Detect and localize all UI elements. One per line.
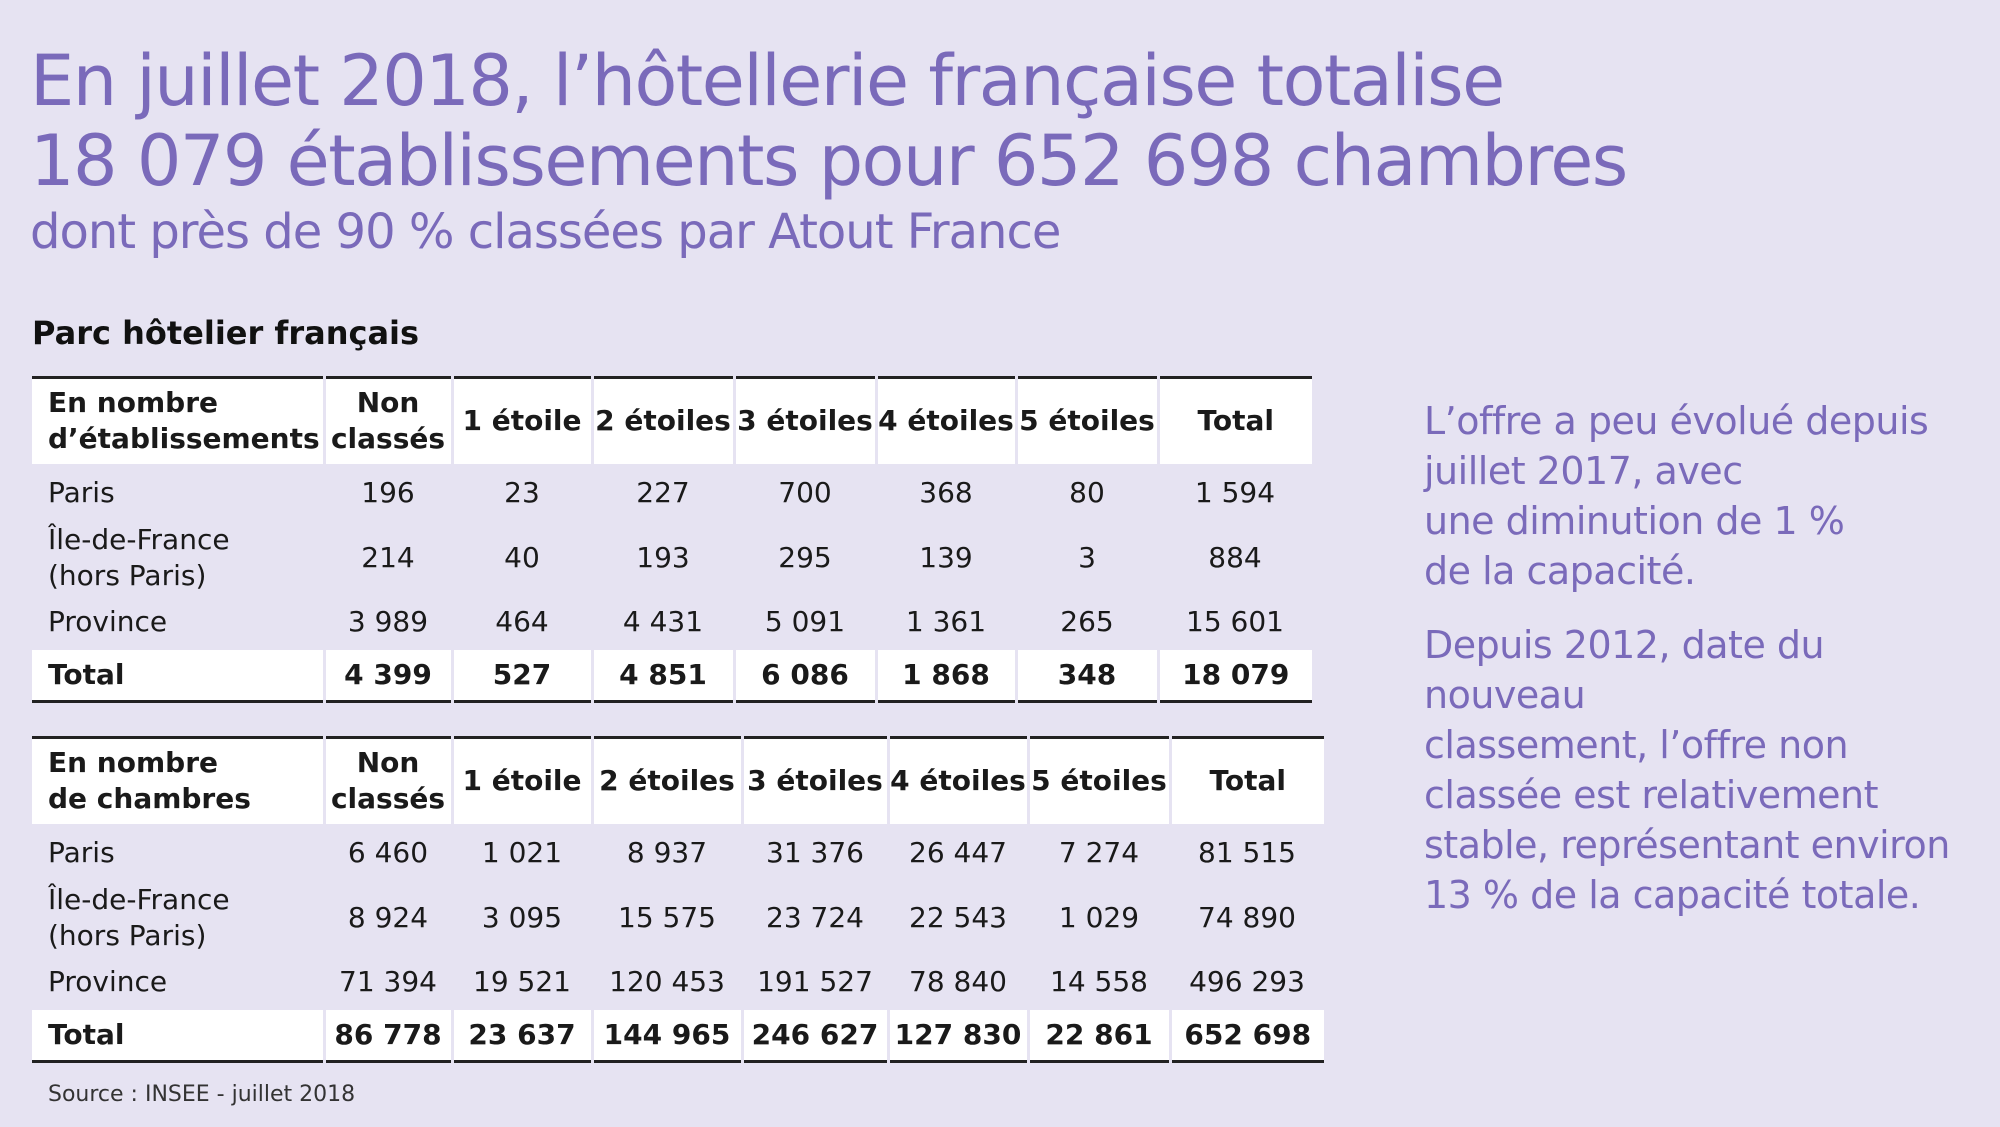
- cell: 23: [504, 476, 540, 509]
- cell: 527: [450, 649, 592, 702]
- source-note: Source : INSEE - juillet 2018: [48, 1082, 356, 1107]
- cell: 22 861: [1026, 1009, 1170, 1062]
- cell: 191 527: [757, 965, 873, 998]
- cell: 78 840: [909, 965, 1007, 998]
- cell: 144 965: [590, 1009, 742, 1062]
- cell: 496 293: [1189, 965, 1305, 998]
- header-1-etoile: 1 étoile: [450, 377, 592, 464]
- header-total: Total: [1168, 737, 1324, 824]
- table-row-total: Total 4 399 527 4 851 6 086 1 868 348 18…: [32, 649, 1312, 702]
- section-title: Parc hôtelier français: [32, 314, 420, 352]
- cell: 295: [778, 541, 832, 574]
- cell: 1 361: [905, 605, 987, 638]
- cell: 3 095: [481, 901, 563, 934]
- table-row-province: Province 71 394 19 521 120 453 191 527 7…: [32, 954, 1324, 1010]
- cell: 23 724: [766, 901, 864, 934]
- cell: 4 431: [622, 605, 704, 638]
- cell: 40: [504, 541, 540, 574]
- cell: 7 274: [1058, 836, 1140, 869]
- cell: 700: [778, 476, 832, 509]
- header-total: Total: [1156, 377, 1312, 464]
- cell: 196: [361, 476, 415, 509]
- header-row-label: En nombre d’établissements: [48, 386, 320, 456]
- table-row-paris: Paris 6 460 1 021 8 937 31 376 26 447 7 …: [32, 824, 1324, 882]
- cell: 3 989: [347, 605, 429, 638]
- cell: 246 627: [740, 1009, 888, 1062]
- header-3-etoiles: 3 étoiles: [732, 377, 876, 464]
- cell: 227: [636, 476, 690, 509]
- cell: 652 698: [1168, 1009, 1324, 1062]
- cell: 80: [1069, 476, 1105, 509]
- table-row-paris: Paris 196 23 227 700 368 80 1 594: [32, 464, 1312, 522]
- cell: 26 447: [909, 836, 1007, 869]
- header-non-classes: Non classés: [322, 377, 452, 464]
- cell: 193: [636, 541, 690, 574]
- row-label: Île-de-France (hors Paris): [48, 882, 230, 952]
- cell: 368: [919, 476, 973, 509]
- row-label: Total: [48, 1017, 125, 1051]
- cell: 6 086: [732, 649, 876, 702]
- cell: 15 575: [618, 901, 716, 934]
- cell: 464: [495, 605, 549, 638]
- cell: 18 079: [1156, 649, 1312, 702]
- header-5-etoiles: 5 étoiles: [1014, 377, 1158, 464]
- cell: 74 890: [1198, 901, 1296, 934]
- table-row-province: Province 3 989 464 4 431 5 091 1 361 265…: [32, 594, 1312, 650]
- header-3-etoiles: 3 étoiles: [740, 737, 888, 824]
- table-etablissements: En nombre d’établissements Non classés 1 é…: [32, 376, 1312, 703]
- side-paragraph-1: L’offre a peu évolué depuis juillet 2017…: [1424, 399, 1929, 593]
- header-2-etoiles: 2 étoiles: [590, 377, 734, 464]
- table-header-row: En nombre d’établissements Non classés 1 é…: [32, 377, 1312, 464]
- cell: 23 637: [450, 1009, 592, 1062]
- header-row-label: En nombre de chambres: [48, 746, 251, 816]
- cell: 3: [1078, 541, 1096, 574]
- cell: 22 543: [909, 901, 1007, 934]
- cell: 120 453: [609, 965, 725, 998]
- cell: 1 021: [481, 836, 563, 869]
- header-4-etoiles: 4 étoiles: [874, 377, 1016, 464]
- header-2-etoiles: 2 étoiles: [590, 737, 742, 824]
- cell: 6 460: [347, 836, 429, 869]
- table-row-total: Total 86 778 23 637 144 965 246 627 127 …: [32, 1009, 1324, 1062]
- header-1-etoile: 1 étoile: [450, 737, 592, 824]
- row-label: Paris: [48, 475, 115, 509]
- side-paragraph-2: Depuis 2012, date du nouveau classement,…: [1424, 623, 1950, 917]
- cell: 1 868: [874, 649, 1016, 702]
- table-row-ile-de-france: Île-de-France (hors Paris) 8 924 3 095 15…: [32, 882, 1324, 954]
- header-4-etoiles: 4 étoiles: [886, 737, 1028, 824]
- cell: 139: [919, 541, 973, 574]
- cell: 127 830: [886, 1009, 1028, 1062]
- cell: 884: [1208, 541, 1262, 574]
- cell: 5 091: [764, 605, 846, 638]
- cell: 86 778: [322, 1009, 452, 1062]
- row-label: Total: [48, 657, 125, 691]
- cell: 1 594: [1194, 476, 1276, 509]
- cell: 8 924: [347, 901, 429, 934]
- cell: 14 558: [1050, 965, 1148, 998]
- table-row-ile-de-france: Île-de-France (hors Paris) 214 40 193 295…: [32, 522, 1312, 594]
- row-label: Province: [48, 604, 168, 638]
- cell: 19 521: [473, 965, 571, 998]
- header-non-classes: Non classés: [322, 737, 452, 824]
- cell: 1 029: [1058, 901, 1140, 934]
- cell: 348: [1014, 649, 1158, 702]
- header-5-etoiles: 5 étoiles: [1026, 737, 1170, 824]
- cell: 214: [361, 541, 415, 574]
- title-line-2: 18 079 établissements pour 652 698 chamb…: [30, 120, 1628, 202]
- cell: 4 399: [322, 649, 452, 702]
- title-line-1: En juillet 2018, l’hôtellerie française …: [30, 40, 1505, 122]
- cell: 15 601: [1186, 605, 1284, 638]
- table-chambres: En nombre de chambres Non classés 1 étoile…: [32, 736, 1324, 1063]
- subtitle: dont près de 90 % classées par Atout Fra…: [30, 204, 1061, 260]
- row-label: Province: [48, 964, 168, 998]
- cell: 71 394: [339, 965, 437, 998]
- table-header-row: En nombre de chambres Non classés 1 étoile…: [32, 737, 1324, 824]
- cell: 81 515: [1198, 836, 1296, 869]
- cell: 265: [1060, 605, 1114, 638]
- cell: 8 937: [626, 836, 708, 869]
- row-label: Île-de-France (hors Paris): [48, 522, 230, 592]
- cell: 31 376: [766, 836, 864, 869]
- row-label: Paris: [48, 835, 115, 869]
- cell: 4 851: [590, 649, 734, 702]
